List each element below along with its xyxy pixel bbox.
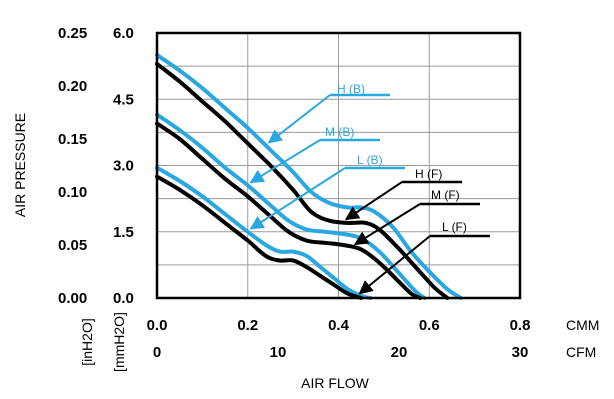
callout-h-f: H (F) bbox=[344, 167, 462, 221]
y-tick-inh2o: 0.05 bbox=[58, 237, 87, 254]
x-tick-cmm: 0.2 bbox=[237, 317, 258, 334]
y-tick-inh2o: 0.15 bbox=[58, 131, 87, 148]
grid-lines bbox=[157, 33, 520, 298]
x-tick-cfm: 30 bbox=[512, 344, 529, 361]
y-tick-mmh2o: 3.0 bbox=[113, 158, 134, 175]
cmm-unit-label: CMM bbox=[566, 317, 599, 333]
curve-l-f bbox=[155, 174, 364, 300]
curve-m-f bbox=[155, 121, 423, 300]
callout-l-f: L (F) bbox=[358, 220, 490, 295]
x-tick-cmm: 0.8 bbox=[510, 317, 531, 334]
y-axis-title: AIR PRESSURE bbox=[12, 113, 28, 217]
x-tick-cmm: 0.6 bbox=[419, 317, 440, 334]
callout-arrow bbox=[249, 139, 321, 184]
callout-arrow bbox=[353, 203, 421, 246]
tick-labels: 0.0 0.2 0.4 0.6 0.8 0 10 20 30 0.0 1.5 3.0 4.5 6.0 0.0… bbox=[58, 25, 530, 361]
x-tick-cmm: 0.4 bbox=[328, 317, 350, 334]
curve-m-b bbox=[155, 112, 427, 300]
y-tick-mmh2o: 4.5 bbox=[113, 91, 134, 108]
callout-m-b: M (B) bbox=[249, 125, 380, 184]
x-tick-cmm: 0.0 bbox=[147, 317, 168, 334]
callout-label: L (B) bbox=[357, 153, 383, 167]
y-tick-inh2o: 0.25 bbox=[58, 25, 87, 42]
curve-h-f bbox=[155, 61, 450, 300]
plot-frame bbox=[155, 31, 522, 300]
y-tick-mmh2o: 6.0 bbox=[113, 25, 134, 42]
callout-arrow bbox=[358, 235, 431, 295]
x-tick-cfm: 20 bbox=[391, 344, 408, 361]
y-tick-inh2o: 0.20 bbox=[58, 78, 87, 95]
callout-label: H (F) bbox=[415, 167, 442, 181]
callout-label: L (F) bbox=[442, 220, 467, 234]
callout-h-b: H (B) bbox=[267, 82, 390, 144]
callout-m-f: M (F) bbox=[353, 188, 480, 246]
callout-arrow bbox=[267, 94, 331, 144]
curve-h-b bbox=[155, 53, 463, 300]
x-axis-title: AIR FLOW bbox=[301, 375, 369, 391]
inh2o-unit-label: [inH2O] bbox=[79, 318, 95, 365]
cfm-unit-label: CFM bbox=[566, 344, 596, 360]
callout-l-b: L (B) bbox=[249, 153, 405, 230]
x-tick-cfm: 0 bbox=[153, 344, 161, 361]
y-tick-inh2o: 0.00 bbox=[58, 290, 87, 307]
performance-curves bbox=[155, 53, 463, 300]
y-tick-inh2o: 0.10 bbox=[58, 184, 87, 201]
y-tick-mmh2o: 0.0 bbox=[113, 290, 134, 307]
callout-arrow bbox=[249, 167, 346, 230]
curve-l-b bbox=[155, 165, 373, 300]
mmh2o-unit-label: [mmH2O] bbox=[111, 312, 127, 372]
y-tick-mmh2o: 1.5 bbox=[113, 224, 134, 241]
callout-label: M (F) bbox=[431, 188, 460, 202]
callout-label: M (B) bbox=[325, 125, 354, 139]
curve-callouts: H (B) M (B)L (B) H (F) M (F) L (F) bbox=[249, 82, 490, 295]
callout-arrow bbox=[344, 181, 403, 221]
callout-label: H (B) bbox=[337, 82, 365, 96]
x-tick-cfm: 10 bbox=[270, 344, 287, 361]
